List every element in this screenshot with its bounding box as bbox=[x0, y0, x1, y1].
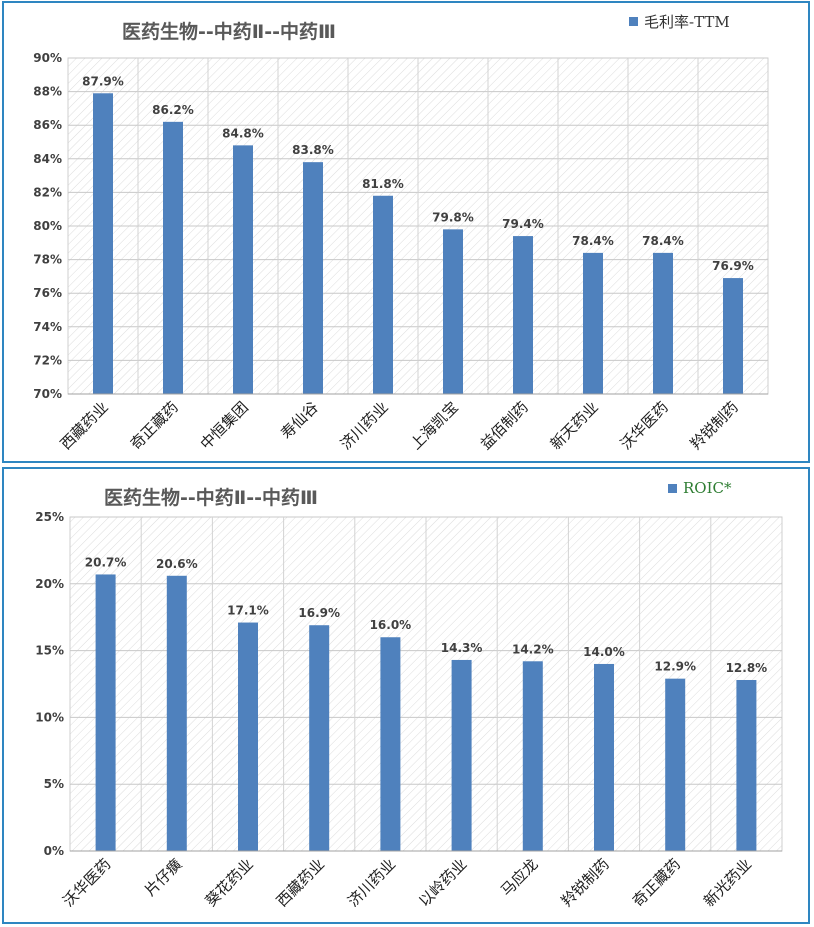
x-tick-label: 沃华医药 bbox=[59, 855, 114, 910]
x-tick-label: 新天药业 bbox=[547, 398, 602, 453]
chart-title: 医药生物--中药Ⅱ--中药Ⅲ bbox=[104, 487, 319, 509]
bar bbox=[233, 145, 253, 394]
bar bbox=[95, 574, 116, 851]
bar bbox=[303, 162, 323, 394]
y-tick-label: 0% bbox=[44, 844, 64, 858]
data-label: 16.9% bbox=[298, 606, 340, 620]
y-tick-label: 72% bbox=[33, 353, 62, 367]
bar bbox=[736, 679, 757, 851]
bar bbox=[163, 121, 183, 394]
bar bbox=[583, 252, 603, 394]
x-tick-label: 西藏药业 bbox=[273, 855, 328, 910]
data-label: 84.8% bbox=[222, 126, 264, 140]
y-tick-label: 10% bbox=[35, 710, 64, 724]
gross-margin-chart-panel: 70% 72% 74% 76% 78% 80% 82% 84% 86% 88% 90% 87.9% 西藏… bbox=[2, 1, 810, 463]
data-label: 20.7% bbox=[85, 555, 127, 569]
bar bbox=[238, 622, 258, 851]
bar bbox=[309, 625, 330, 851]
data-label: 20.6% bbox=[156, 557, 198, 571]
x-tick-label: 羚锐制药 bbox=[687, 398, 742, 453]
y-tick-label: 70% bbox=[33, 387, 62, 401]
x-tick-label: 奇正藏药 bbox=[629, 855, 684, 910]
roic-chart-panel: 0% 5% 10% 15% 20% 25% 20.7% 沃华医药 20.6% 片仔癀 17.1% 葵花… bbox=[2, 467, 810, 924]
data-label: 79.4% bbox=[502, 217, 544, 231]
y-tick-label: 78% bbox=[33, 253, 62, 267]
y-tick-label: 86% bbox=[33, 118, 62, 132]
data-label: 17.1% bbox=[227, 604, 269, 618]
legend-label: ROIC* bbox=[683, 479, 732, 497]
x-tick-label: 益佰制药 bbox=[477, 398, 532, 453]
x-tick-label: 葵花药业 bbox=[202, 855, 257, 910]
x-tick-label: 济川药业 bbox=[344, 855, 399, 910]
y-tick-label: 76% bbox=[33, 286, 62, 300]
y-tick-label: 88% bbox=[33, 85, 62, 99]
x-tick-label: 以岭药业 bbox=[415, 855, 470, 910]
legend-swatch bbox=[629, 17, 638, 26]
bar bbox=[653, 252, 673, 394]
y-tick-label: 74% bbox=[33, 320, 62, 334]
data-label: 12.8% bbox=[726, 661, 768, 675]
data-label: 12.9% bbox=[654, 660, 696, 674]
bar bbox=[373, 195, 393, 394]
x-tick-label: 上海凯宝 bbox=[407, 398, 462, 453]
gross-margin-chart: 70% 72% 74% 76% 78% 80% 82% 84% 86% 88% 90% 87.9% 西藏… bbox=[33, 51, 769, 453]
data-label: 16.0% bbox=[370, 618, 412, 632]
y-tick-label: 80% bbox=[33, 219, 62, 233]
bar bbox=[451, 659, 472, 851]
y-tick-label: 82% bbox=[33, 185, 62, 199]
x-tick-label: 西藏药业 bbox=[57, 398, 112, 453]
bar bbox=[513, 236, 533, 394]
roic-chart: 0% 5% 10% 15% 20% 25% 20.7% 沃华医药 20.6% 片仔癀 17.1% 葵花… bbox=[35, 510, 783, 910]
data-label: 78.4% bbox=[572, 234, 614, 248]
bar bbox=[594, 663, 614, 851]
data-label: 78.4% bbox=[642, 234, 684, 248]
data-label: 83.8% bbox=[292, 143, 334, 157]
x-tick-label: 马应龙 bbox=[497, 855, 542, 900]
y-tick-label: 90% bbox=[33, 51, 62, 65]
bar bbox=[522, 661, 543, 851]
legend-label: 毛利率-TTM bbox=[644, 13, 730, 31]
bar bbox=[380, 637, 401, 851]
x-tick-label: 中恒集团 bbox=[197, 398, 252, 453]
bar bbox=[443, 229, 463, 394]
y-tick-label: 15% bbox=[35, 644, 64, 658]
data-label: 14.0% bbox=[583, 645, 625, 659]
y-tick-label: 25% bbox=[35, 510, 64, 524]
legend: 毛利率-TTM bbox=[629, 11, 730, 32]
data-label: 81.8% bbox=[362, 177, 404, 191]
data-label: 76.9% bbox=[712, 259, 754, 273]
x-tick-label: 济川药业 bbox=[337, 398, 392, 453]
y-tick-label: 20% bbox=[35, 577, 64, 591]
bar bbox=[93, 93, 113, 394]
data-label: 14.2% bbox=[512, 642, 554, 656]
legend-swatch bbox=[668, 483, 677, 493]
bar bbox=[723, 278, 743, 394]
bar bbox=[166, 575, 187, 851]
x-tick-label: 寿仙谷 bbox=[277, 398, 322, 443]
x-tick-label: 沃华医药 bbox=[617, 398, 672, 453]
x-tick-label: 羚锐制药 bbox=[558, 855, 613, 910]
data-label: 87.9% bbox=[82, 74, 124, 88]
x-tick-label: 片仔癀 bbox=[141, 855, 186, 900]
data-label: 86.2% bbox=[152, 103, 194, 117]
y-tick-label: 84% bbox=[33, 152, 62, 166]
chart-title: 医药生物--中药Ⅱ--中药Ⅲ bbox=[122, 21, 337, 43]
y-tick-label: 5% bbox=[44, 777, 64, 791]
x-tick-label: 新光药业 bbox=[700, 855, 755, 910]
data-label: 79.8% bbox=[432, 210, 474, 224]
bar bbox=[665, 678, 686, 851]
x-tick-label: 奇正藏药 bbox=[127, 398, 182, 453]
legend: ROIC* bbox=[668, 479, 732, 497]
data-label: 14.3% bbox=[441, 641, 483, 655]
